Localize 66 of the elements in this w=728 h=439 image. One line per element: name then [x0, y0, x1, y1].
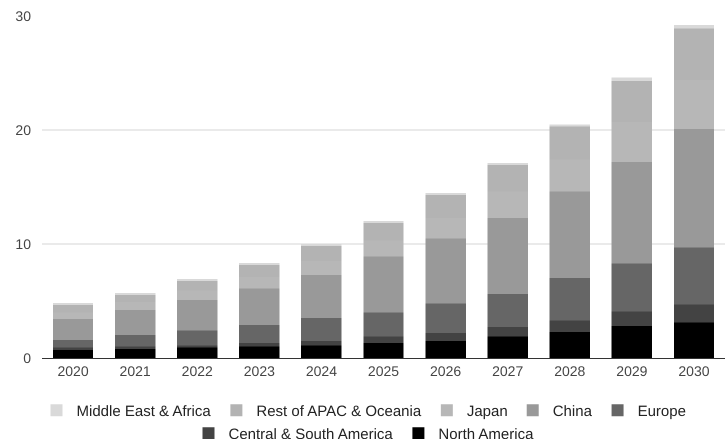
bar: [52, 319, 94, 340]
bar: [612, 311, 652, 326]
bar: [363, 312, 404, 336]
bar: [612, 263, 652, 312]
y-tick-label: 30: [15, 8, 32, 24]
bar: [363, 343, 404, 358]
bar: [363, 336, 404, 344]
bar: [177, 348, 218, 358]
bar: [239, 324, 280, 344]
bar: [363, 256, 404, 312]
legend-label: Rest of APAC & Oceania: [256, 403, 422, 420]
bar: [114, 348, 156, 358]
bar: [550, 320, 590, 332]
bar: [301, 274, 342, 318]
bar: [177, 300, 218, 331]
bar: [114, 335, 156, 347]
bar: [674, 322, 714, 358]
bar: [52, 350, 94, 358]
legend-label: North America: [438, 426, 534, 439]
bar: [488, 294, 528, 328]
bar: [425, 303, 466, 333]
bar: [239, 343, 280, 347]
bar: [488, 327, 528, 336]
y-tick-label: 0: [23, 350, 32, 366]
bar: [674, 25, 714, 29]
bar: [550, 192, 590, 278]
legend-label: Japan: [466, 403, 508, 420]
bar: [674, 247, 714, 304]
x-tick-label: 2026: [430, 362, 462, 379]
x-tick-label: 2020: [57, 362, 89, 379]
bar: [674, 304, 714, 323]
x-tick-label: 2022: [182, 362, 214, 379]
bar: [425, 332, 466, 341]
legend-label: Central & South America: [228, 426, 394, 439]
legend-label: Europe: [638, 403, 686, 420]
bar: [425, 340, 466, 358]
bar: [425, 238, 466, 304]
bar: [674, 128, 714, 248]
bar: [52, 340, 94, 348]
bar: [550, 332, 590, 358]
bar: [301, 318, 342, 341]
x-tick-label: 2028: [554, 362, 586, 379]
legend-label: China: [552, 403, 593, 420]
bar: [239, 346, 280, 358]
bar: [301, 340, 342, 346]
bar: [612, 78, 652, 81]
bar: [488, 218, 528, 294]
bar: [177, 330, 218, 346]
x-tick-label: 2025: [368, 362, 400, 379]
x-tick-label: 2030: [678, 362, 710, 379]
x-tick-label: 2023: [244, 362, 276, 379]
y-tick-label: 20: [15, 122, 32, 138]
bar: [52, 348, 94, 350]
x-tick-label: 2024: [306, 362, 338, 379]
legend-label: Middle East & Africa: [76, 403, 212, 420]
bar: [550, 278, 590, 320]
x-tick-label: 2021: [120, 362, 151, 379]
x-tick-label: 2029: [616, 362, 648, 379]
bar: [301, 345, 342, 358]
y-tick-label: 10: [15, 236, 32, 252]
bar: [612, 326, 652, 358]
bar: [114, 310, 156, 336]
bar: [612, 162, 652, 264]
bar: [488, 336, 528, 358]
bar: [239, 288, 280, 325]
x-tick-label: 2027: [492, 362, 524, 379]
